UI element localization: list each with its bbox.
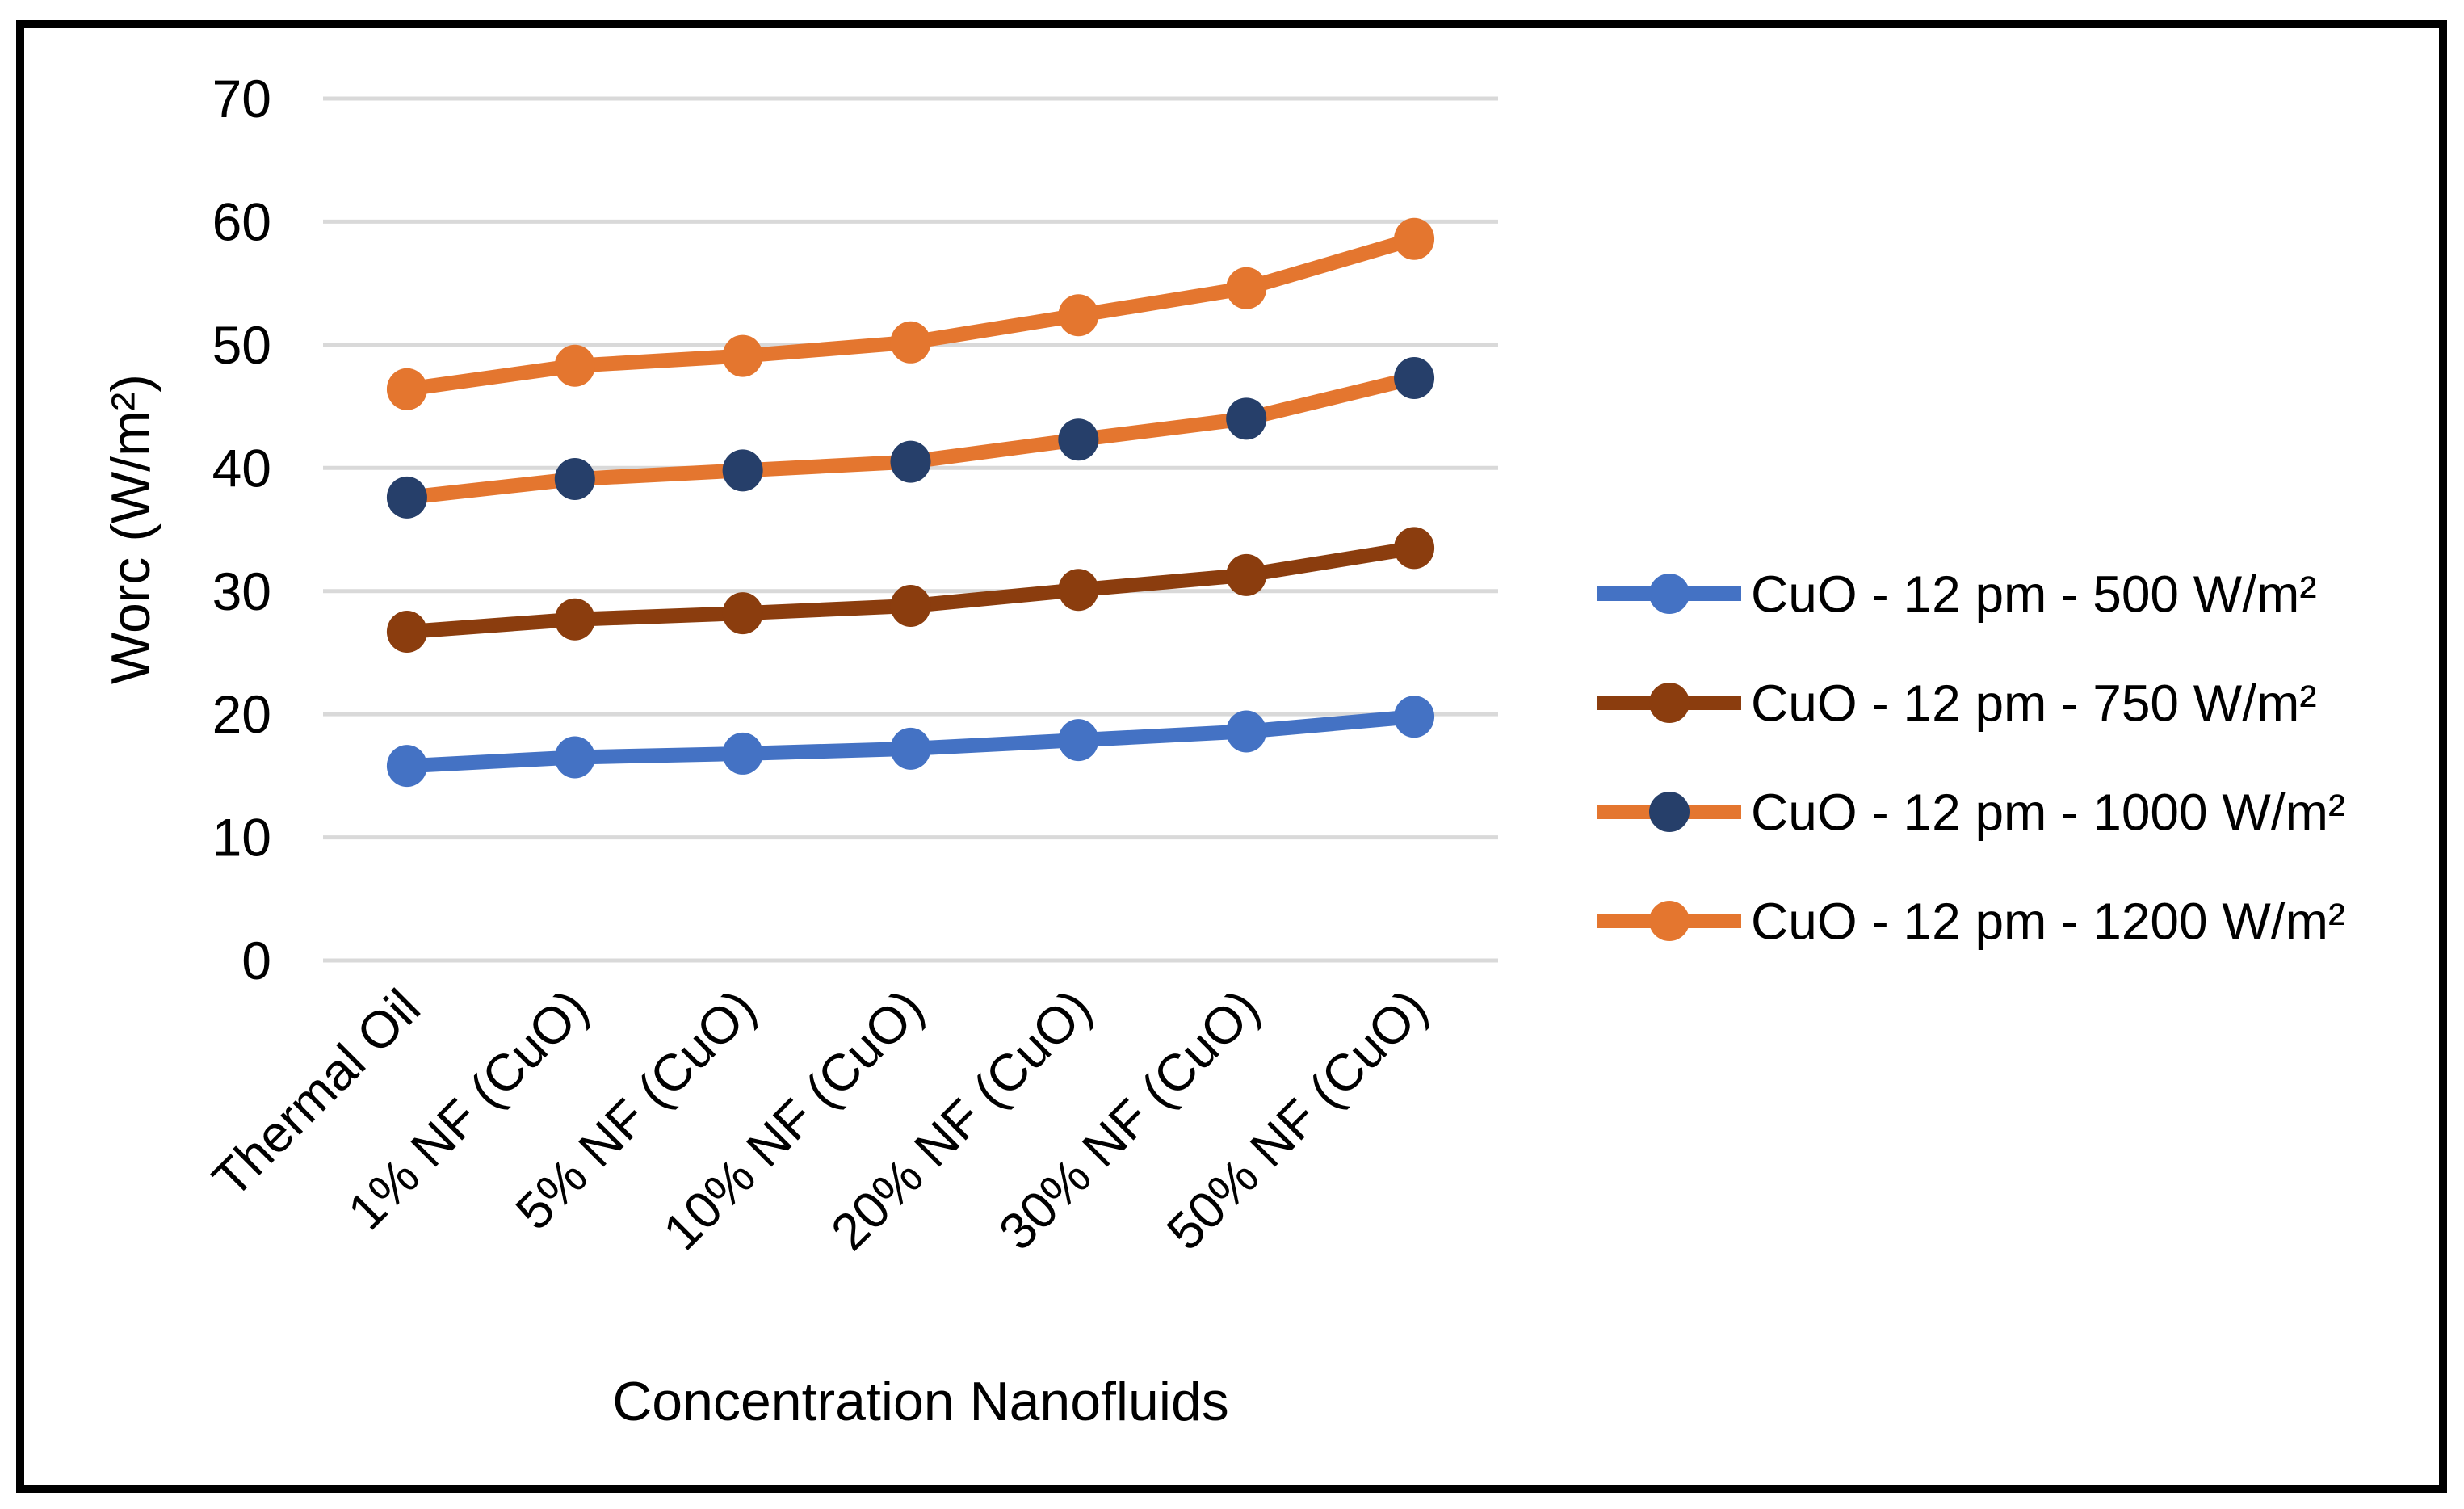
y-tick-label: 60 xyxy=(212,192,271,252)
legend-item-label: CuO - 12 pm - 500 W/m² xyxy=(1751,565,2317,623)
data-point-marker xyxy=(386,611,427,654)
legend-swatch-marker xyxy=(1649,901,1690,941)
data-point-marker xyxy=(1058,294,1099,337)
data-point-marker xyxy=(890,440,931,483)
data-point-marker xyxy=(386,745,427,788)
gridlines xyxy=(323,96,1498,963)
data-point-marker xyxy=(1226,267,1267,309)
y-axis-title: Worc (W/m²) xyxy=(100,374,162,684)
figure-border-frame xyxy=(16,20,2447,1493)
y-tick-label: 70 xyxy=(212,69,271,128)
data-point-marker xyxy=(1394,527,1435,570)
data-point-marker xyxy=(1394,217,1435,260)
data-point-marker xyxy=(554,598,595,641)
legend-swatch-marker xyxy=(1649,792,1690,832)
data-point-marker xyxy=(890,585,931,628)
data-point-marker xyxy=(722,732,763,775)
data-point-marker xyxy=(722,592,763,635)
legend: CuO - 12 pm - 500 W/m² CuO - 12 pm - 750 … xyxy=(1597,565,2345,950)
legend-swatch-marker xyxy=(1649,574,1690,614)
data-point-marker xyxy=(1058,569,1099,612)
y-tick-label: 40 xyxy=(212,438,271,498)
data-point-marker xyxy=(1226,710,1267,753)
y-tick-label: 50 xyxy=(212,315,271,375)
data-series-layer xyxy=(386,217,1435,788)
data-point-marker xyxy=(722,449,763,492)
legend-swatch-marker xyxy=(1649,683,1690,723)
legend-item: CuO - 12 pm - 1200 W/m² xyxy=(1597,892,2345,950)
data-point-marker xyxy=(722,334,763,377)
data-point-marker xyxy=(890,321,931,364)
data-point-marker xyxy=(386,476,427,519)
legend-item: CuO - 12 pm - 500 W/m² xyxy=(1597,565,2317,623)
data-point-marker xyxy=(890,727,931,770)
y-tick-label: 0 xyxy=(241,931,271,990)
data-point-marker xyxy=(554,736,595,779)
y-axis-tick-labels: 0 10 20 30 40 50 60 70 xyxy=(212,69,271,990)
legend-item-label: CuO - 12 pm - 750 W/m² xyxy=(1751,674,2317,732)
y-tick-label: 10 xyxy=(212,808,271,868)
data-point-marker xyxy=(1226,553,1267,596)
data-point-marker xyxy=(554,344,595,387)
data-point-marker xyxy=(1226,397,1267,440)
legend-item-label: CuO - 12 pm - 1000 W/m² xyxy=(1751,783,2345,841)
legend-item-label: CuO - 12 pm - 1200 W/m² xyxy=(1751,892,2345,950)
x-axis-title: Concentration Nanofluids xyxy=(612,1371,1229,1432)
y-tick-label: 20 xyxy=(212,684,271,744)
data-point-marker xyxy=(1058,418,1099,461)
data-point-marker xyxy=(554,458,595,501)
legend-item: CuO - 12 pm - 750 W/m² xyxy=(1597,674,2317,732)
data-point-marker xyxy=(1394,696,1435,738)
legend-item: CuO - 12 pm - 1000 W/m² xyxy=(1597,783,2345,841)
y-tick-label: 30 xyxy=(212,561,271,621)
data-point-marker xyxy=(1058,719,1099,762)
data-point-marker xyxy=(386,368,427,410)
data-point-marker xyxy=(1394,357,1435,400)
